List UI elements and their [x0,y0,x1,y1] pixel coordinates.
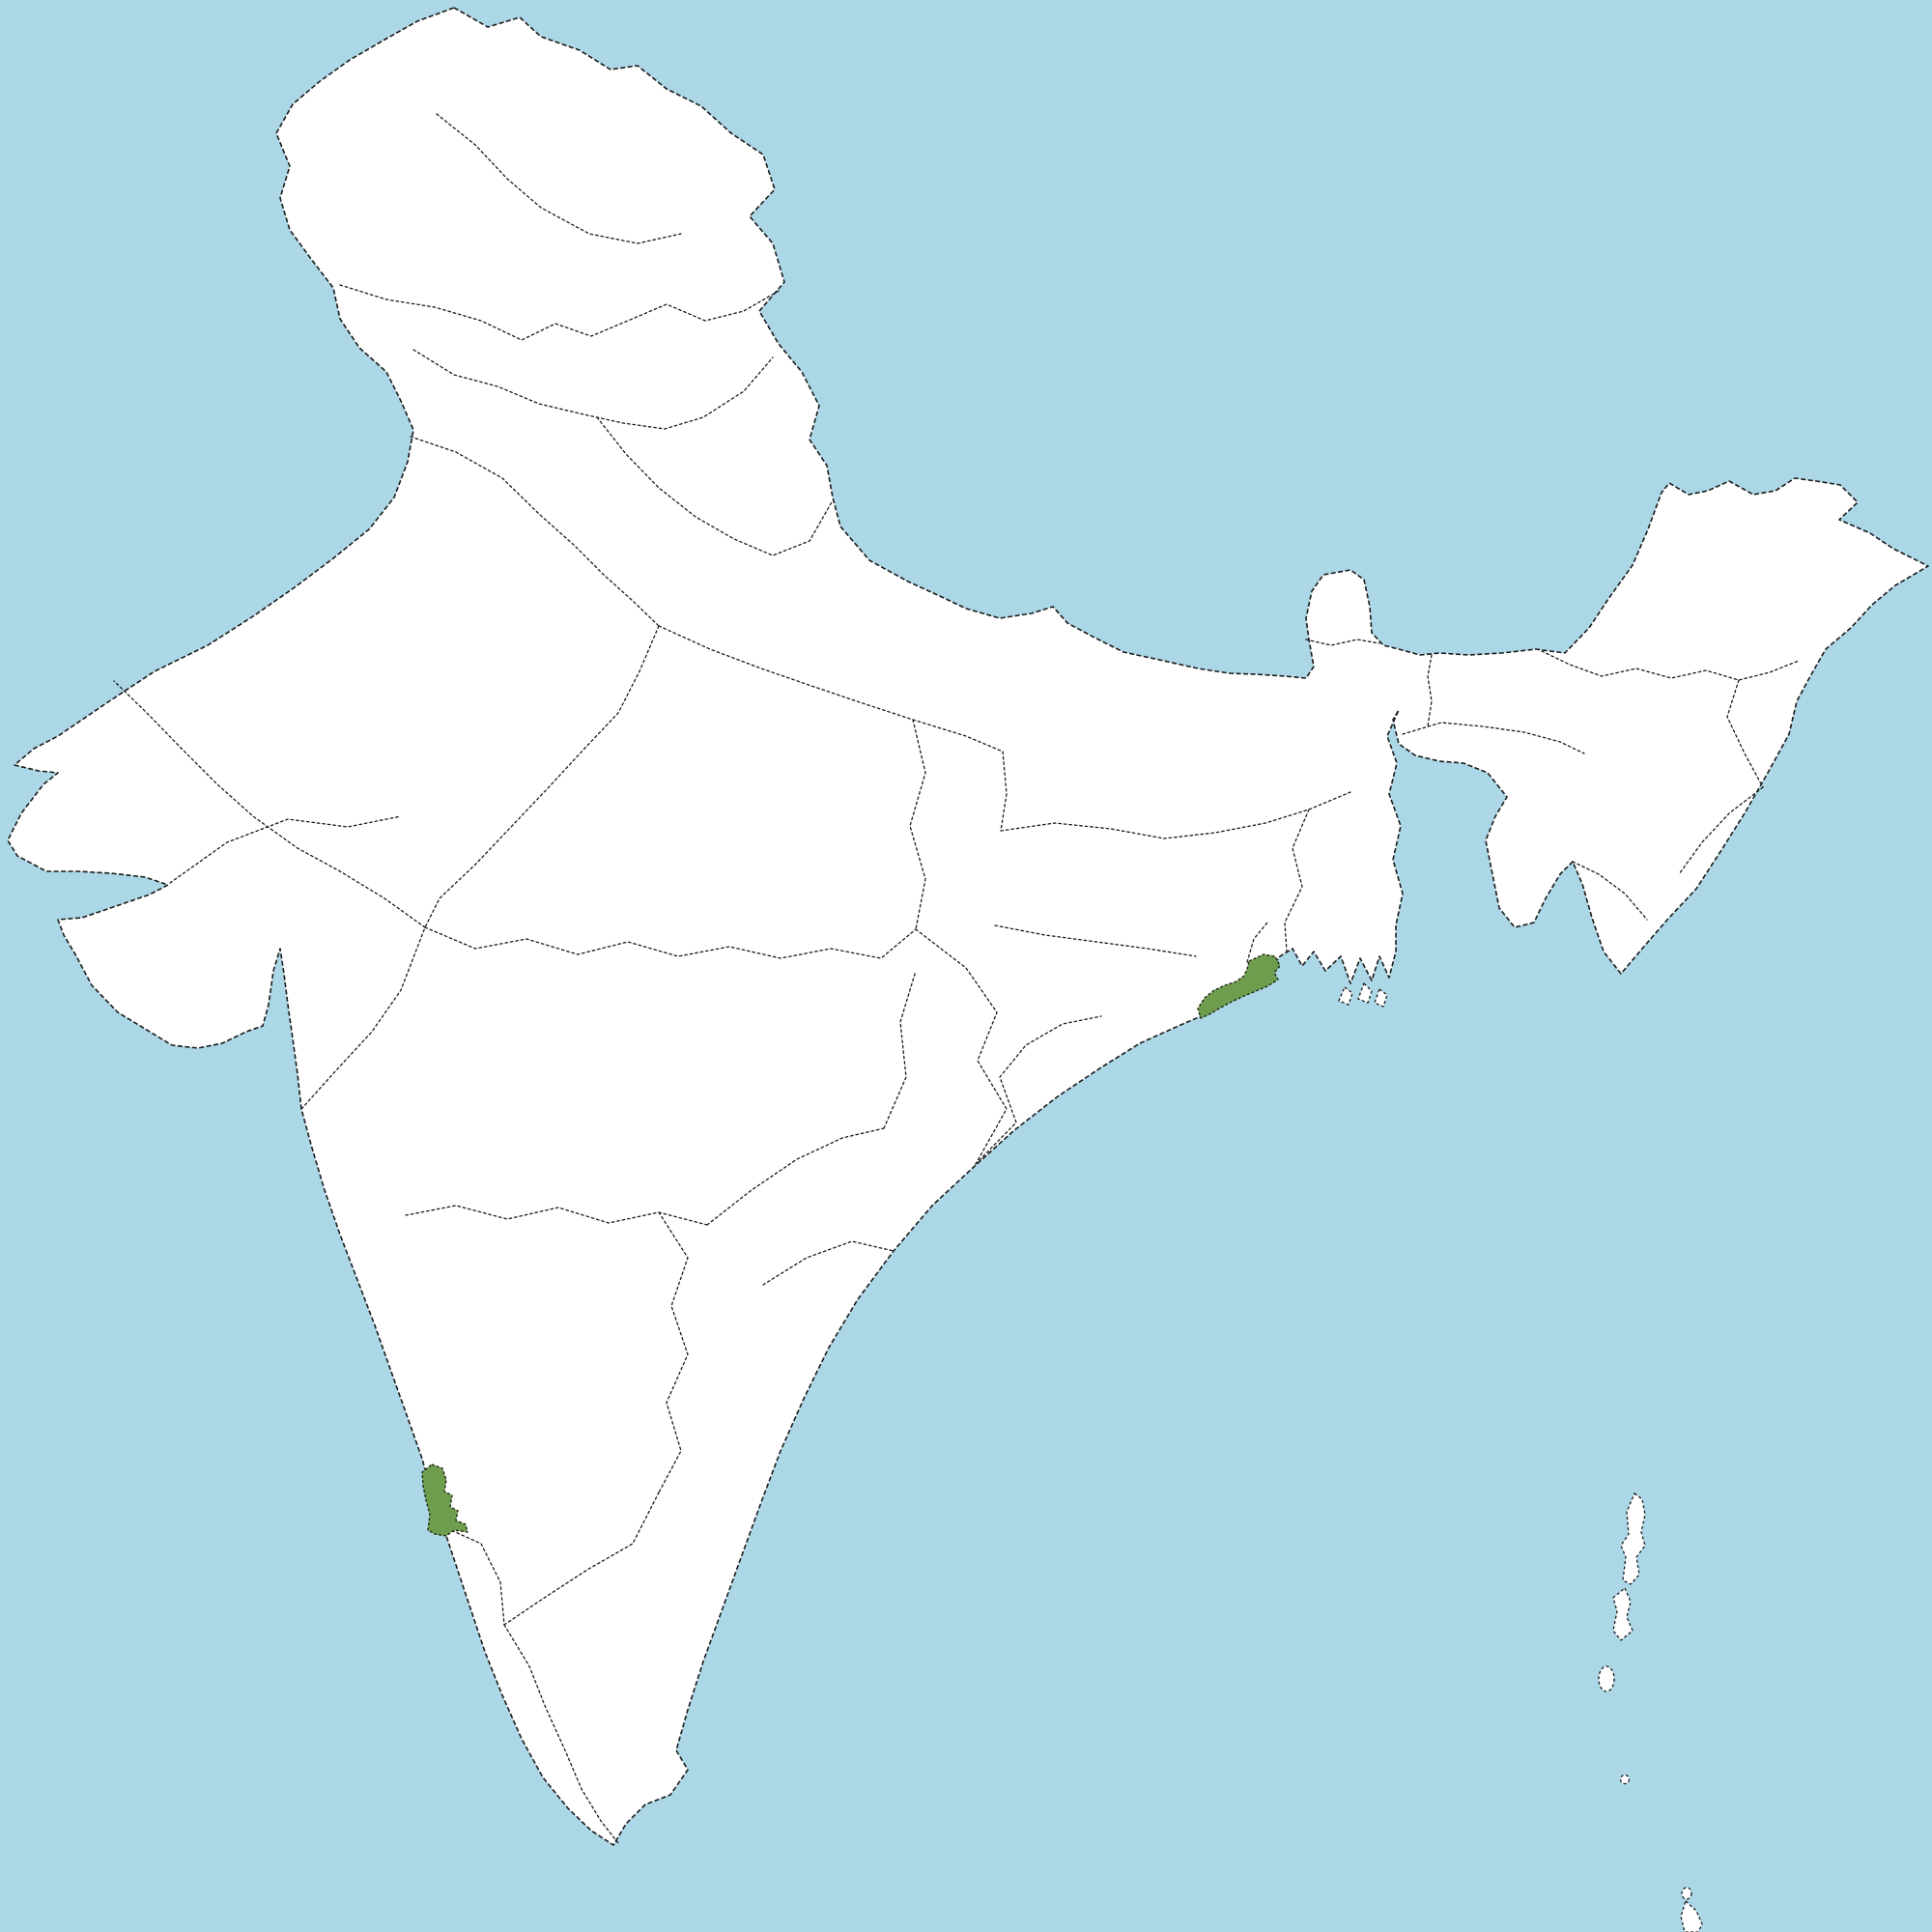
little-andaman-island [1598,1665,1615,1692]
state-border-line [1000,751,1008,832]
state-border-line [503,1492,660,1626]
state-border-line [441,1525,505,1626]
state-boundaries-group [113,113,1800,1844]
state-border-line [762,1240,895,1286]
delta-islet [1374,987,1388,1008]
state-border-line [503,1624,619,1844]
car-nicobar-island [1619,1774,1631,1785]
india-landmass [7,7,1929,1846]
state-border-line [300,926,426,1110]
andaman-island [1620,1492,1646,1585]
state-border-line [1284,809,1310,952]
state-border-line [424,926,917,959]
state-border-line [596,416,834,556]
state-border-line [1402,722,1585,754]
delta-islet [1338,985,1353,1006]
highlighted-region-purba-medinipur[interactable] [1197,953,1281,1019]
state-border-line [169,815,402,884]
state-border-line [915,928,1008,1165]
state-border-line [706,1127,885,1226]
state-border-line [658,1211,689,1493]
ganges-delta-islets [1338,981,1388,1008]
highlighted-region-goa[interactable] [421,1463,469,1537]
state-border-line [339,284,781,341]
state-border-line [909,719,926,930]
state-border-line [1305,639,1380,646]
state-border-line [1678,786,1764,875]
state-border-line [410,436,660,627]
delta-islet [1357,981,1373,1004]
andaman-island [1612,1586,1634,1641]
state-border-line [436,113,682,244]
state-border-line [975,1015,1102,1165]
state-border-line [658,625,1004,753]
state-border-line [1000,791,1351,839]
state-border-line [113,680,426,928]
state-border-line [994,924,1197,957]
state-border-line [1246,922,1268,963]
andaman-nicobar-islands [1598,1492,1703,1932]
state-border-line [1541,650,1800,681]
great-nicobar-island [1680,1899,1703,1932]
state-border-line [412,349,774,430]
state-border-line [883,970,917,1129]
little-nicobar-island [1681,1887,1692,1900]
state-border-line [424,625,660,928]
state-border-line [1427,654,1433,727]
state-border-line [1572,861,1648,921]
state-border-line [1726,679,1764,788]
